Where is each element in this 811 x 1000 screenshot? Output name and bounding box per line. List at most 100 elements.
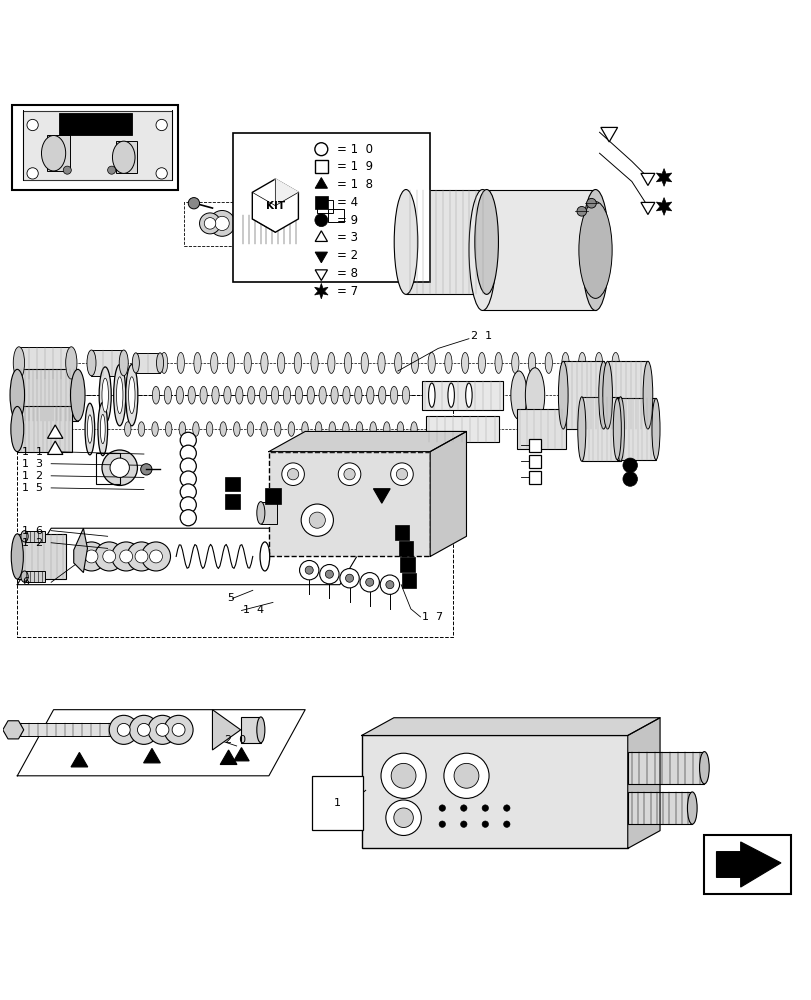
Polygon shape — [373, 489, 390, 503]
Ellipse shape — [578, 202, 611, 298]
Ellipse shape — [227, 352, 234, 373]
Bar — [627, 792, 692, 824]
Text: = 1  9: = 1 9 — [337, 160, 373, 173]
Ellipse shape — [85, 403, 95, 455]
Text: 1  4: 1 4 — [242, 605, 264, 615]
Ellipse shape — [126, 365, 138, 426]
Circle shape — [95, 542, 123, 571]
Ellipse shape — [602, 361, 611, 429]
Bar — [23, 111, 172, 180]
Bar — [528, 439, 541, 452]
Circle shape — [180, 497, 196, 513]
Bar — [17, 723, 191, 736]
Bar — [422, 381, 502, 410]
Bar — [92, 350, 123, 376]
Bar — [17, 395, 453, 637]
Ellipse shape — [474, 190, 498, 294]
Ellipse shape — [152, 386, 160, 404]
Ellipse shape — [319, 386, 326, 404]
Circle shape — [577, 206, 586, 216]
Bar — [398, 541, 413, 556]
Ellipse shape — [112, 141, 135, 173]
Polygon shape — [268, 431, 466, 452]
Ellipse shape — [642, 361, 652, 429]
Circle shape — [180, 471, 196, 487]
Bar — [232, 133, 430, 282]
Circle shape — [180, 458, 196, 474]
Ellipse shape — [119, 350, 128, 376]
Ellipse shape — [132, 353, 139, 373]
Bar — [607, 361, 647, 429]
Ellipse shape — [260, 386, 267, 404]
Ellipse shape — [277, 352, 285, 373]
Ellipse shape — [283, 386, 290, 404]
Circle shape — [108, 166, 115, 174]
Circle shape — [180, 484, 196, 500]
Ellipse shape — [212, 386, 219, 404]
Ellipse shape — [364, 219, 374, 241]
Bar — [703, 835, 791, 894]
Circle shape — [460, 805, 466, 811]
Circle shape — [365, 578, 373, 586]
Bar — [24, 531, 45, 542]
Circle shape — [102, 450, 137, 485]
Circle shape — [359, 573, 379, 592]
Circle shape — [127, 542, 156, 571]
Bar — [260, 502, 277, 524]
Bar — [17, 406, 72, 452]
Circle shape — [396, 469, 407, 480]
Bar — [394, 525, 409, 540]
Ellipse shape — [21, 531, 28, 542]
Text: = 1  8: = 1 8 — [337, 178, 373, 191]
Ellipse shape — [393, 190, 418, 294]
Ellipse shape — [256, 717, 264, 743]
Ellipse shape — [687, 792, 697, 824]
Polygon shape — [430, 431, 466, 556]
Text: 1  7: 1 7 — [422, 612, 443, 622]
Ellipse shape — [302, 422, 308, 436]
Ellipse shape — [561, 352, 569, 373]
Circle shape — [135, 550, 148, 563]
Bar — [240, 215, 297, 244]
Ellipse shape — [220, 422, 226, 436]
Ellipse shape — [294, 352, 301, 373]
Polygon shape — [640, 202, 654, 215]
Bar — [47, 135, 70, 171]
Circle shape — [305, 566, 313, 574]
Circle shape — [439, 821, 445, 827]
Ellipse shape — [124, 422, 131, 436]
Text: 6: 6 — [22, 577, 29, 587]
Bar — [225, 477, 239, 491]
Bar — [563, 361, 603, 429]
Circle shape — [111, 542, 140, 571]
Circle shape — [503, 821, 509, 827]
Bar — [361, 735, 627, 848]
Circle shape — [385, 581, 393, 589]
Bar — [627, 752, 703, 784]
Text: KIT: KIT — [265, 201, 285, 211]
Ellipse shape — [528, 352, 535, 373]
Ellipse shape — [612, 398, 620, 460]
Ellipse shape — [315, 422, 321, 436]
Bar — [135, 353, 160, 373]
Ellipse shape — [307, 386, 314, 404]
Ellipse shape — [87, 350, 96, 376]
Circle shape — [156, 119, 167, 131]
Ellipse shape — [402, 386, 409, 404]
Text: = 2: = 2 — [337, 249, 358, 262]
Text: 2  0: 2 0 — [225, 735, 246, 745]
Text: 2  1: 2 1 — [470, 331, 491, 341]
Circle shape — [439, 805, 445, 811]
Bar — [315, 196, 328, 209]
Ellipse shape — [224, 386, 231, 404]
Ellipse shape — [328, 352, 335, 373]
Ellipse shape — [581, 190, 608, 310]
Polygon shape — [315, 178, 327, 188]
Polygon shape — [48, 425, 62, 438]
Circle shape — [281, 463, 304, 485]
Circle shape — [622, 458, 637, 473]
Ellipse shape — [152, 422, 158, 436]
Text: 1  6: 1 6 — [22, 526, 43, 536]
Polygon shape — [252, 179, 298, 232]
Ellipse shape — [128, 377, 135, 414]
